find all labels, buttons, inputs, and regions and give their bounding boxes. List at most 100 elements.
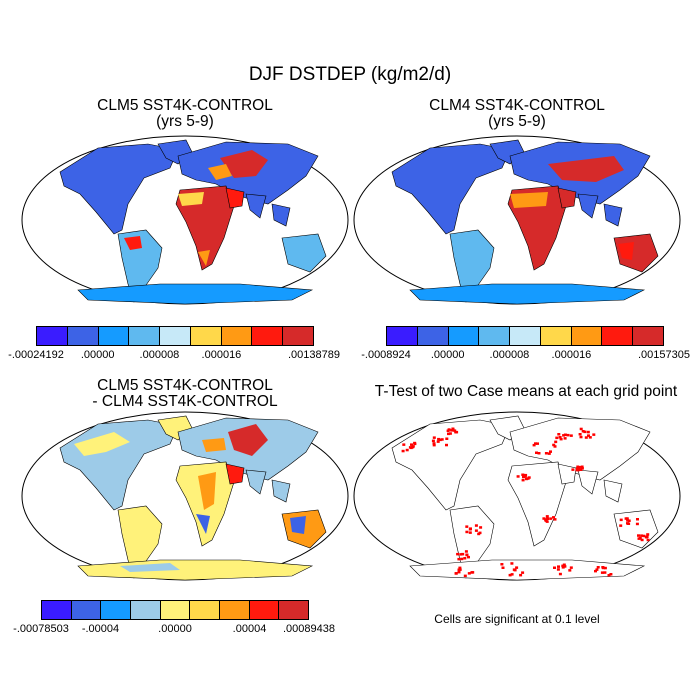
- colorbar-3-label-5: .00089438: [283, 623, 335, 635]
- significant-cell: [471, 571, 475, 574]
- colorbar-swatch: [252, 327, 284, 345]
- significant-cell: [432, 436, 436, 439]
- significant-cell: [600, 571, 604, 574]
- significant-cell: [549, 517, 553, 520]
- significant-cell: [545, 515, 549, 518]
- significant-cell: [552, 443, 556, 447]
- significant-cell: [456, 552, 460, 556]
- map-1-australia: [281, 233, 327, 273]
- significant-cell: [515, 566, 519, 569]
- colorbar-3-label-2: -.00004: [81, 623, 120, 635]
- significant-cell: [537, 452, 541, 455]
- significant-cell: [592, 433, 596, 436]
- significant-cell: [454, 572, 458, 575]
- significant-cell: [619, 518, 623, 522]
- significant-cell: [557, 433, 561, 436]
- significant-cell: [549, 450, 552, 453]
- significance-note: Cells are significant at 0.1 level: [434, 612, 600, 626]
- significant-cell: [478, 531, 482, 535]
- significant-cell: [553, 518, 557, 521]
- map-1-arabia: [225, 187, 245, 209]
- significant-cell: [627, 522, 631, 525]
- significant-cell: [479, 526, 483, 529]
- colorbar-2-label-4: .000016: [551, 349, 592, 361]
- panel-2-title: CLM4 SST4K-CONTROL (yrs 5-9): [352, 98, 682, 130]
- significant-cell: [588, 436, 592, 439]
- colorbar-3: -.00078503 -.00004 .00000 .00004 .000894…: [13, 600, 335, 636]
- significant-cell: [512, 568, 516, 571]
- significant-cell: [646, 538, 650, 542]
- significant-cell: [563, 433, 567, 436]
- map-3-se-asia: [271, 479, 291, 503]
- map-4-south-asia: [577, 469, 599, 495]
- significant-cell: [586, 430, 590, 434]
- significant-cell: [446, 429, 450, 432]
- colorbar-3-ticks: -.00078503 -.00004 .00000 .00004 .000894…: [13, 620, 335, 636]
- significant-cell: [463, 557, 467, 560]
- colorbar-2-label-3: .000008: [489, 349, 530, 361]
- colorbar-swatch: [67, 327, 99, 345]
- colorbar-3-swatches: [41, 600, 309, 620]
- map-1-north-america: [59, 143, 179, 235]
- significant-cell: [521, 478, 525, 482]
- significant-cell: [526, 477, 530, 480]
- significant-cell: [603, 571, 607, 574]
- panel-3-title-line1: CLM5 SST4K-CONTROL: [97, 377, 273, 394]
- colorbar-2-label-5: .00157305: [638, 349, 690, 361]
- significant-cell: [432, 442, 436, 445]
- significant-cell: [581, 430, 585, 433]
- colorbar-swatch: [71, 601, 102, 619]
- colorbar-swatch: [540, 327, 572, 345]
- significant-cell: [458, 568, 462, 571]
- significant-cell: [627, 519, 631, 522]
- colorbar-swatch: [160, 327, 191, 345]
- colorbar-swatch: [479, 327, 511, 345]
- significant-cell: [465, 530, 469, 534]
- significant-cell: [619, 524, 623, 527]
- significant-cell: [516, 475, 520, 478]
- significant-cell: [638, 536, 642, 540]
- colorbar-swatch: [221, 327, 253, 345]
- colorbar-1: -.00024192 .00000 .000008 .000016 .00138…: [8, 326, 340, 362]
- significant-cell: [535, 451, 538, 454]
- colorbar-swatch: [249, 601, 280, 619]
- colorbar-1-swatches: [36, 326, 314, 346]
- significant-cell: [553, 566, 556, 569]
- significant-cell: [576, 465, 580, 468]
- panel-2-title-line1: CLM4 SST4K-CONTROL: [429, 97, 605, 114]
- significant-cell: [596, 566, 600, 569]
- map-2-arabia: [557, 187, 577, 209]
- significant-cell: [568, 569, 572, 572]
- significant-cell: [451, 427, 455, 430]
- significant-cell: [542, 517, 546, 520]
- significant-cell: [579, 435, 583, 439]
- significant-cell: [609, 573, 613, 576]
- significant-cell: [445, 437, 449, 440]
- colorbar-swatch: [131, 601, 161, 619]
- significant-cell: [637, 534, 640, 537]
- significant-cell: [408, 446, 412, 449]
- significant-cell: [519, 573, 523, 577]
- map-2-north-america: [391, 143, 511, 235]
- colorbar-swatch: [220, 601, 250, 619]
- significant-cell: [445, 443, 448, 447]
- significant-cell: [457, 570, 461, 574]
- colorbar-swatch: [101, 601, 132, 619]
- colorbar-swatch: [42, 601, 72, 619]
- colorbar-swatch: [190, 601, 221, 619]
- significant-cell: [467, 572, 471, 575]
- colorbar-swatch: [129, 327, 161, 345]
- significant-cell: [413, 442, 417, 446]
- significant-cell: [625, 517, 629, 520]
- significant-cell: [603, 566, 607, 570]
- significant-cell: [546, 517, 550, 520]
- significant-cell: [553, 445, 557, 448]
- colorbar-3-label-4: .00004: [232, 623, 267, 635]
- significant-cell: [552, 516, 555, 519]
- colorbar-swatch: [160, 601, 191, 619]
- significant-cell: [566, 433, 570, 437]
- significant-cell: [510, 562, 514, 565]
- colorbar-1-label-1: -.00024192: [8, 349, 64, 361]
- significant-cell: [448, 432, 452, 435]
- significant-cell: [558, 572, 562, 576]
